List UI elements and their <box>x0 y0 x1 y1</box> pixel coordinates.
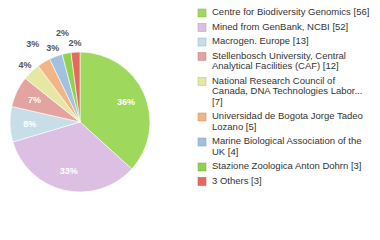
legend-swatch <box>198 163 206 171</box>
legend-swatch <box>198 38 206 46</box>
data-label: 4% <box>19 60 32 70</box>
legend-swatch <box>198 24 206 32</box>
legend-label: Mined from GenBank, NCBI [52] <box>212 21 348 32</box>
legend-label: Macrogen. Europe [13] <box>212 35 309 46</box>
data-label: 33% <box>60 166 78 176</box>
data-label: 2% <box>56 28 69 38</box>
pie: 36% 33% 8% 7% 4% 3% 3% 2%2% <box>10 28 150 192</box>
legend-swatch <box>198 178 206 186</box>
legend-swatch <box>198 78 206 86</box>
legend-label: Marine Biological Association of theUK [… <box>212 135 361 157</box>
data-label: 7% <box>28 95 41 105</box>
legend-label: National Research Council ofCanada, DNA … <box>212 75 362 107</box>
legend: Centre for Biodiversity Genomics [56] Min… <box>198 6 369 186</box>
data-label: 36% <box>117 97 135 107</box>
data-label: 8% <box>23 119 36 129</box>
legend-label: Stazione Zoologica Anton Dohrn [3] <box>212 160 361 171</box>
legend-swatch <box>198 138 206 146</box>
data-label: 3% <box>46 43 59 53</box>
legend-label: Stellenbosch University, CentralAnalytic… <box>212 50 346 72</box>
legend-label: Centre for Biodiversity Genomics [56] <box>212 6 369 17</box>
legend-label: 3 Others [3] <box>212 175 262 186</box>
pie-slice <box>71 52 80 122</box>
data-label: 3% <box>26 39 39 49</box>
legend-swatch <box>198 53 206 61</box>
legend-swatch <box>198 9 206 17</box>
chart: 36% 33% 8% 7% 4% 3% 3% 2%2% Centre for Biodivers… <box>0 0 380 240</box>
legend-swatch <box>198 113 206 121</box>
data-label: 2% <box>68 38 81 48</box>
pie-slice <box>62 53 80 122</box>
legend-label: Universidad de Bogota Jorge TadeoLozano … <box>212 110 363 132</box>
